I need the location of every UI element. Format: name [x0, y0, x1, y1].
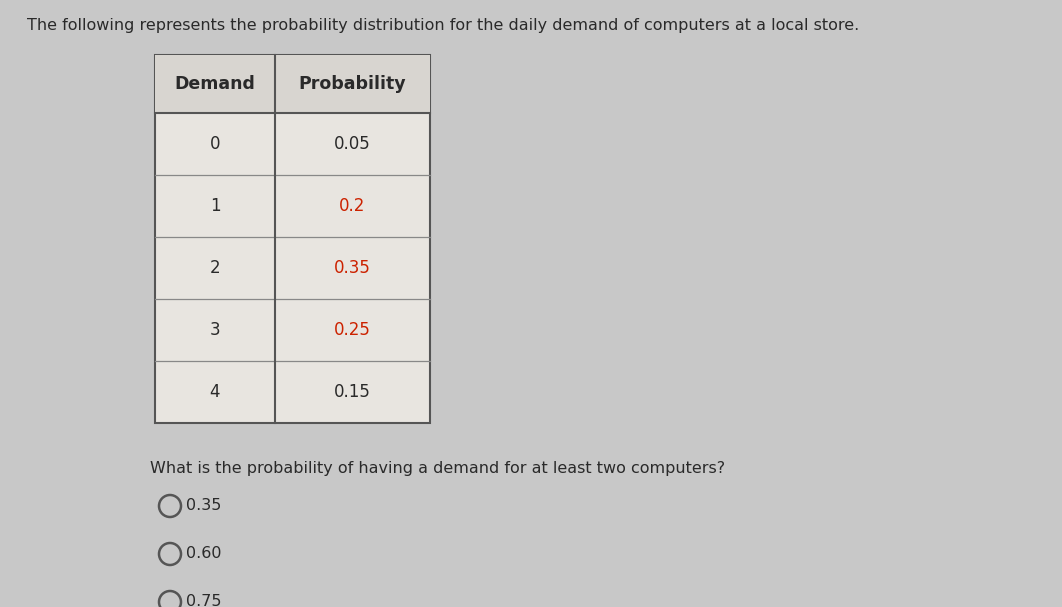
Text: 0.05: 0.05 — [335, 135, 371, 153]
Text: 0.60: 0.60 — [186, 546, 222, 561]
Text: 0.2: 0.2 — [340, 197, 365, 215]
Text: 4: 4 — [210, 383, 220, 401]
Text: Probability: Probability — [298, 75, 407, 93]
Text: 0.15: 0.15 — [335, 383, 371, 401]
Text: 0.35: 0.35 — [335, 259, 371, 277]
Text: 0.75: 0.75 — [186, 594, 222, 607]
Text: 3: 3 — [209, 321, 220, 339]
Bar — [155, 55, 430, 423]
Text: 0.25: 0.25 — [335, 321, 371, 339]
Text: 2: 2 — [209, 259, 220, 277]
Text: 0: 0 — [210, 135, 220, 153]
Text: 0.35: 0.35 — [186, 498, 221, 514]
Text: Demand: Demand — [174, 75, 256, 93]
Text: 1: 1 — [209, 197, 220, 215]
Bar — [155, 55, 430, 113]
Text: What is the probability of having a demand for at least two computers?: What is the probability of having a dema… — [150, 461, 725, 476]
Text: The following represents the probability distribution for the daily demand of co: The following represents the probability… — [27, 18, 859, 33]
